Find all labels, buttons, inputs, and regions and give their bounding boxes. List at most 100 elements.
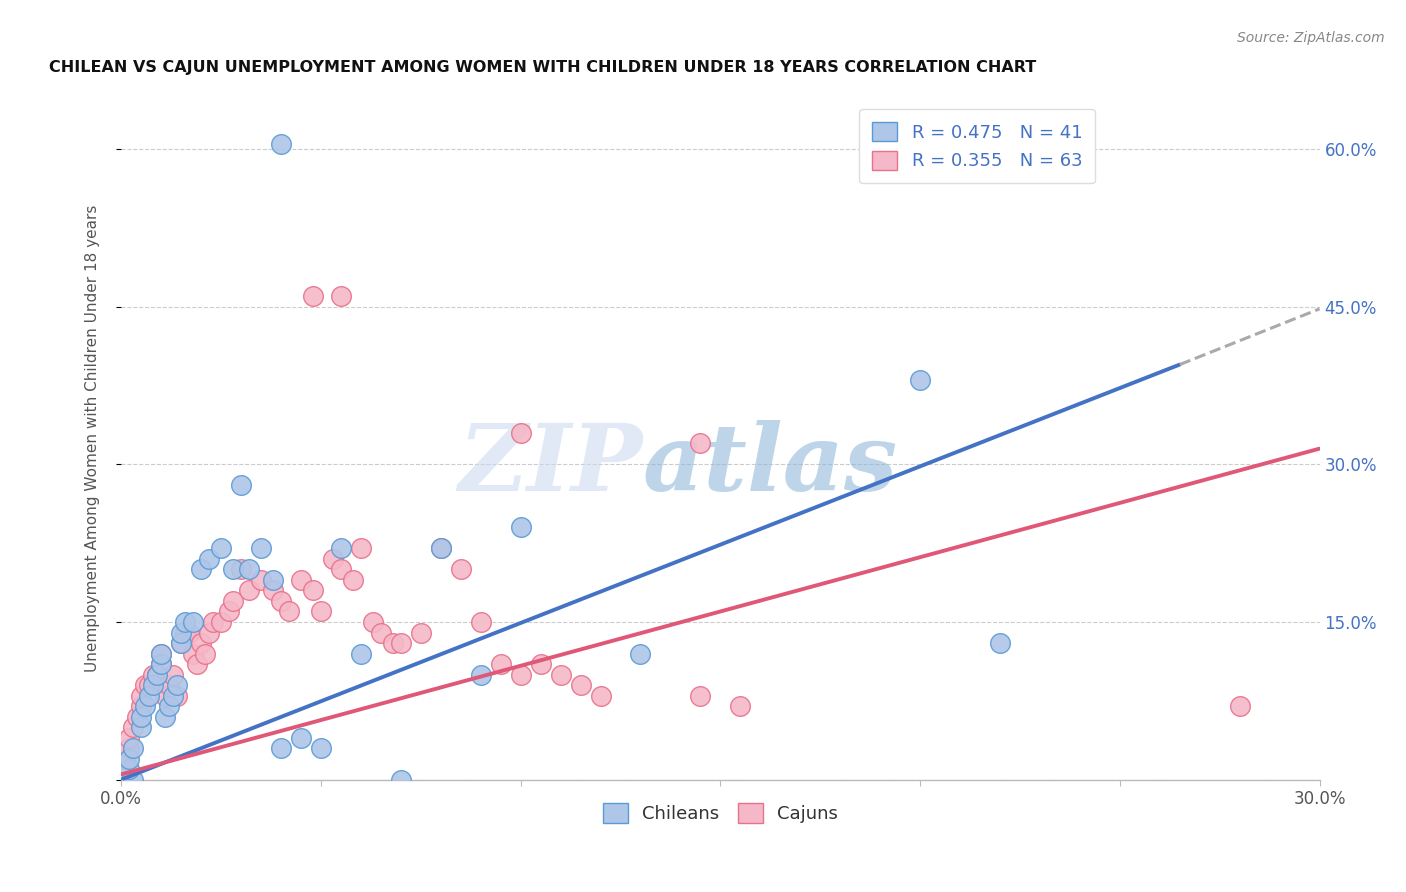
Point — [198, 552, 221, 566]
Point — [146, 667, 169, 681]
Point — [150, 647, 173, 661]
Point — [290, 573, 312, 587]
Point — [153, 689, 176, 703]
Point — [157, 678, 180, 692]
Point — [170, 636, 193, 650]
Legend: Chileans, Cajuns: Chileans, Cajuns — [593, 794, 848, 832]
Point — [302, 583, 325, 598]
Point — [142, 678, 165, 692]
Point — [370, 625, 392, 640]
Text: ZIP: ZIP — [458, 420, 643, 510]
Point — [222, 594, 245, 608]
Point — [329, 289, 352, 303]
Point — [150, 647, 173, 661]
Point — [222, 562, 245, 576]
Point — [689, 436, 711, 450]
Point — [429, 541, 451, 556]
Point — [302, 289, 325, 303]
Point — [174, 625, 197, 640]
Point — [162, 667, 184, 681]
Point — [270, 741, 292, 756]
Point — [118, 751, 141, 765]
Point — [202, 615, 225, 629]
Point — [134, 678, 156, 692]
Point — [509, 425, 531, 440]
Point — [177, 625, 200, 640]
Point — [138, 689, 160, 703]
Point — [122, 720, 145, 734]
Point — [162, 689, 184, 703]
Point — [153, 709, 176, 723]
Point — [129, 699, 152, 714]
Point — [190, 636, 212, 650]
Point — [229, 562, 252, 576]
Point — [589, 689, 612, 703]
Point — [250, 573, 273, 587]
Point — [170, 636, 193, 650]
Point — [270, 136, 292, 151]
Point — [381, 636, 404, 650]
Point — [146, 667, 169, 681]
Point — [229, 478, 252, 492]
Point — [170, 625, 193, 640]
Point — [122, 741, 145, 756]
Point — [389, 772, 412, 787]
Point — [350, 541, 373, 556]
Point — [529, 657, 551, 671]
Point — [150, 657, 173, 671]
Point — [129, 720, 152, 734]
Point — [134, 699, 156, 714]
Point — [209, 541, 232, 556]
Point — [342, 573, 364, 587]
Point — [181, 647, 204, 661]
Text: CHILEAN VS CAJUN UNEMPLOYMENT AMONG WOMEN WITH CHILDREN UNDER 18 YEARS CORRELATI: CHILEAN VS CAJUN UNEMPLOYMENT AMONG WOME… — [49, 60, 1036, 75]
Point — [118, 741, 141, 756]
Point — [988, 636, 1011, 650]
Point — [190, 562, 212, 576]
Point — [198, 625, 221, 640]
Point — [250, 541, 273, 556]
Point — [114, 751, 136, 765]
Point — [450, 562, 472, 576]
Point — [166, 678, 188, 692]
Point — [118, 762, 141, 776]
Point — [630, 647, 652, 661]
Point — [550, 667, 572, 681]
Point — [218, 605, 240, 619]
Point — [689, 689, 711, 703]
Point — [238, 562, 260, 576]
Point — [350, 647, 373, 661]
Point — [181, 615, 204, 629]
Point — [262, 583, 284, 598]
Point — [290, 731, 312, 745]
Point — [122, 772, 145, 787]
Point — [329, 541, 352, 556]
Point — [509, 520, 531, 534]
Point — [209, 615, 232, 629]
Text: atlas: atlas — [643, 420, 897, 510]
Point — [270, 594, 292, 608]
Point — [730, 699, 752, 714]
Y-axis label: Unemployment Among Women with Children Under 18 years: Unemployment Among Women with Children U… — [86, 204, 100, 672]
Point — [138, 678, 160, 692]
Point — [322, 552, 344, 566]
Point — [277, 605, 299, 619]
Point — [118, 731, 141, 745]
Point — [127, 709, 149, 723]
Point — [166, 689, 188, 703]
Point — [157, 699, 180, 714]
Point — [429, 541, 451, 556]
Point — [174, 615, 197, 629]
Point — [142, 667, 165, 681]
Point — [569, 678, 592, 692]
Point — [1229, 699, 1251, 714]
Point — [470, 667, 492, 681]
Point — [238, 583, 260, 598]
Point — [361, 615, 384, 629]
Point — [309, 741, 332, 756]
Point — [389, 636, 412, 650]
Point — [470, 615, 492, 629]
Point — [908, 373, 931, 387]
Text: Source: ZipAtlas.com: Source: ZipAtlas.com — [1237, 31, 1385, 45]
Point — [186, 657, 208, 671]
